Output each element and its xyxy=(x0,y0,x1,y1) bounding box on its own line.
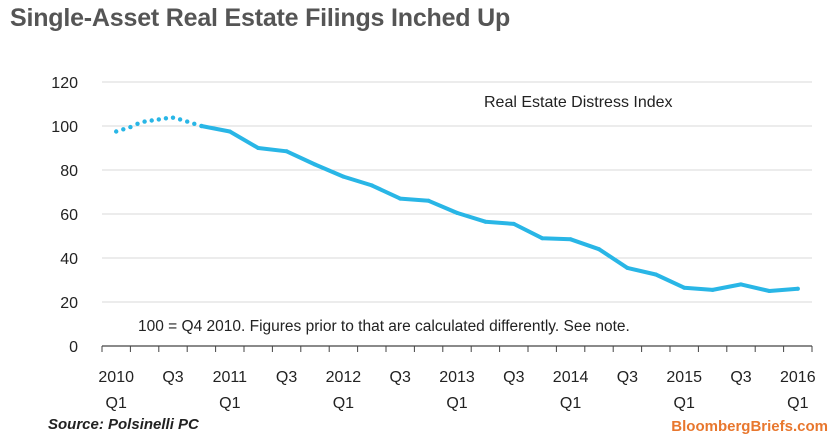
x-tick-label: Q1 xyxy=(219,395,240,412)
x-tick-label: Q3 xyxy=(276,369,297,386)
page-title: Single-Asset Real Estate Filings Inched … xyxy=(10,4,511,32)
data-point xyxy=(710,287,715,292)
y-tick-label: 100 xyxy=(51,119,78,136)
data-point xyxy=(227,129,232,134)
y-tick-label: 80 xyxy=(60,163,78,180)
data-point xyxy=(426,198,431,203)
data-point xyxy=(199,124,204,128)
data-point-estimated xyxy=(121,127,126,132)
axes xyxy=(101,345,813,352)
x-tick-label: Q3 xyxy=(503,369,524,386)
data-point-estimated xyxy=(177,117,183,122)
data-point xyxy=(313,162,317,167)
chart-annotation: 100 = Q4 2010. Figures prior to that are… xyxy=(138,318,630,335)
data-point xyxy=(625,265,630,270)
x-tick-label: 2014 xyxy=(553,369,589,386)
x-tick-label: 2016 xyxy=(780,369,816,386)
data-point-estimated xyxy=(185,119,190,124)
data-point xyxy=(540,236,545,241)
data-point xyxy=(256,146,261,150)
data-point xyxy=(682,285,687,290)
brand-logo: BloombergBriefs.com xyxy=(671,418,828,435)
data-series xyxy=(114,115,800,293)
data-point-estimated xyxy=(142,119,147,124)
y-tick-label: 120 xyxy=(51,75,78,92)
x-tick-label: Q1 xyxy=(106,395,127,412)
x-tick-label: Q1 xyxy=(674,395,695,412)
data-point xyxy=(284,149,289,154)
x-tick-label: Q1 xyxy=(787,395,808,412)
x-tick-label: Q3 xyxy=(390,369,411,386)
data-point xyxy=(455,210,459,215)
x-tick-label: 2012 xyxy=(326,369,362,386)
data-point-estimated xyxy=(192,121,197,127)
data-point-estimated xyxy=(163,116,169,121)
data-point-estimated xyxy=(170,115,176,120)
data-point xyxy=(653,272,658,277)
data-point-estimated xyxy=(156,117,161,122)
data-point xyxy=(568,237,573,242)
x-tick-label: 2013 xyxy=(439,369,475,386)
data-point xyxy=(369,183,374,188)
data-point xyxy=(795,286,800,291)
grid-lines xyxy=(102,81,812,303)
y-tick-label: 0 xyxy=(69,339,78,356)
x-tick-label: Q3 xyxy=(162,369,183,386)
data-point-estimated xyxy=(128,124,133,130)
x-tick-label: Q3 xyxy=(617,369,638,386)
x-tick-label: 2010 xyxy=(98,369,134,386)
x-tick-label: 2015 xyxy=(666,369,702,386)
data-point xyxy=(398,196,403,201)
x-tick-label: Q1 xyxy=(333,395,354,412)
y-tick-label: 60 xyxy=(60,207,78,224)
y-axis-tick-labels: 0 20 40 60 80 100 120 xyxy=(51,75,78,356)
data-point-estimated xyxy=(114,129,119,134)
series-line xyxy=(199,124,800,293)
y-tick-label: 20 xyxy=(60,295,78,312)
x-tick-label: Q1 xyxy=(446,395,467,412)
data-point xyxy=(483,219,488,224)
y-tick-label: 40 xyxy=(60,251,78,268)
data-point xyxy=(341,174,346,179)
data-point xyxy=(739,282,743,287)
x-tick-label: 2011 xyxy=(213,369,248,386)
x-tick-label: Q1 xyxy=(560,395,581,412)
data-point xyxy=(511,221,516,226)
x-axis-tick-labels: 2010 Q1 Q3 2011 Q1 Q3 2012 Q1 Q3 2013 Q1 Q3 2014 Q1 Q3… xyxy=(98,369,815,412)
data-point xyxy=(597,247,601,252)
source-note: Source: Polsinelli PC xyxy=(48,416,199,433)
data-point-estimated xyxy=(135,121,140,127)
data-point xyxy=(767,289,772,293)
x-tick-label: Q3 xyxy=(730,369,751,386)
data-point-estimated xyxy=(149,118,154,123)
chart-title: Real Estate Distress Index xyxy=(484,94,673,111)
